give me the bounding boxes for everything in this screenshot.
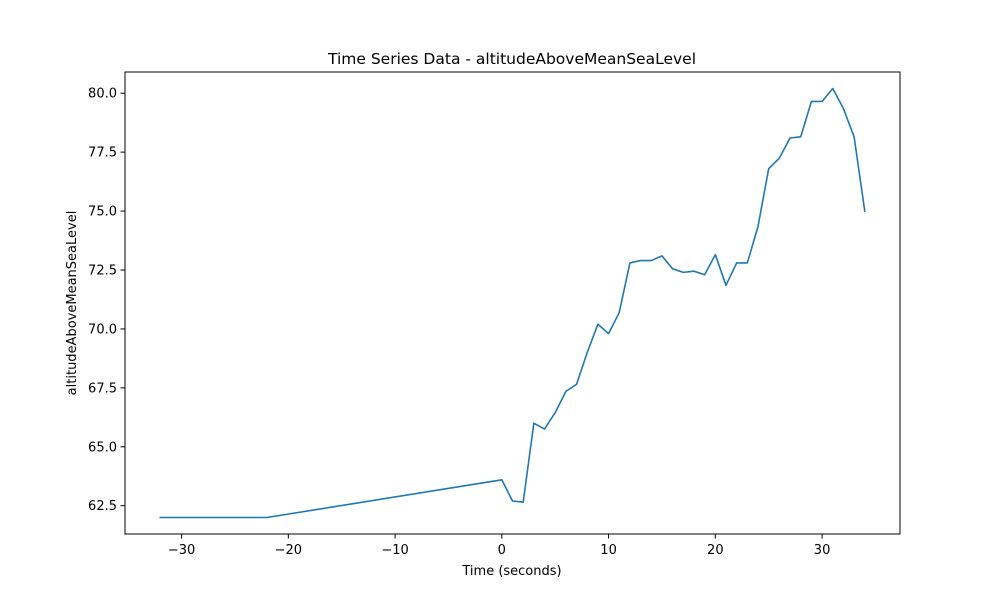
y-tick-label: 75.0 xyxy=(88,205,117,220)
y-tick-label: 65.0 xyxy=(88,440,117,455)
x-axis: −30 −20 −10 0 10 20 30 xyxy=(168,534,830,558)
x-tick-label: −30 xyxy=(168,543,195,558)
y-tick-label: 70.0 xyxy=(88,322,117,337)
chart-title: Time Series Data - altitudeAboveMeanSeaL… xyxy=(327,50,696,68)
y-axis: 62.5 65.0 67.5 70.0 72.5 75.0 77.5 80.0 xyxy=(88,87,125,514)
x-tick-label: 0 xyxy=(498,543,506,558)
x-tick-label: 10 xyxy=(600,543,617,558)
x-tick-label: −20 xyxy=(275,543,302,558)
x-tick-label: 20 xyxy=(707,543,724,558)
y-tick-label: 72.5 xyxy=(88,264,117,279)
y-tick-label: 80.0 xyxy=(88,87,117,102)
x-tick-label: −10 xyxy=(381,543,408,558)
y-axis-label: altitudeAboveMeanSeaLevel xyxy=(65,211,80,396)
y-tick-label: 67.5 xyxy=(88,381,117,396)
y-tick-label: 62.5 xyxy=(88,499,117,514)
plot-frame xyxy=(124,71,901,535)
x-tick-label: 30 xyxy=(814,543,831,558)
y-tick-label: 77.5 xyxy=(88,146,117,161)
series-line-0 xyxy=(159,87,866,519)
x-axis-label: Time (seconds) xyxy=(461,564,561,579)
series-layer xyxy=(159,87,866,519)
